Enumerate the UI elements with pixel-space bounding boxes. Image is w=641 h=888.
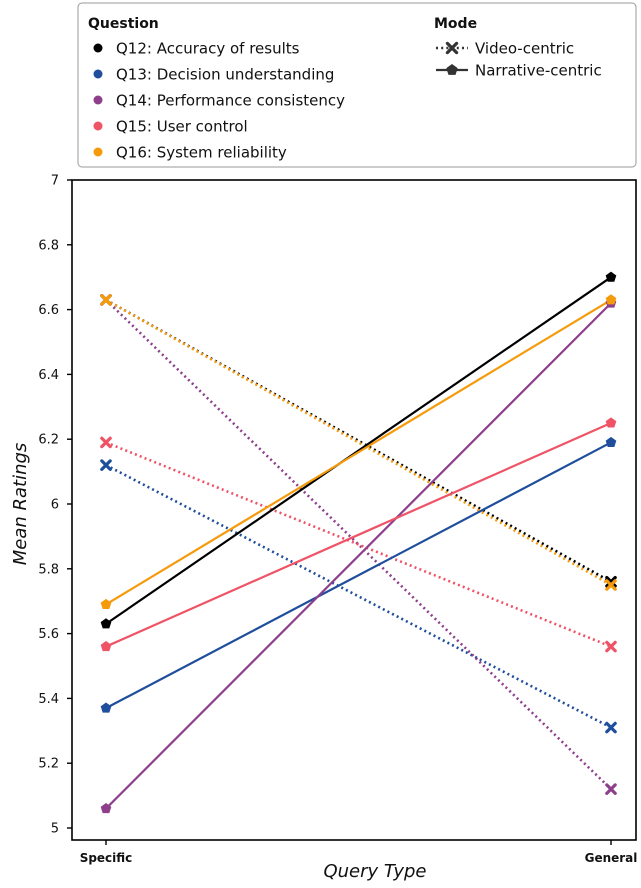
- y-tick-label: 6.4: [38, 368, 59, 383]
- y-tick-label: 6.6: [38, 303, 59, 318]
- y-tick-label: 6.2: [38, 433, 59, 448]
- x-tick-label: General: [585, 851, 638, 865]
- point-q15-narrative: [605, 417, 617, 428]
- point-q13-narrative: [605, 436, 617, 447]
- y-axis-title: Mean Ratings: [10, 443, 31, 566]
- series-line-q16-narrative: [105, 298, 612, 606]
- series-line-q13-narrative: [105, 441, 612, 710]
- legend-swatch-q15: [93, 121, 103, 131]
- point-q16-narrative: [605, 294, 617, 305]
- series-line-q15-video: [105, 441, 612, 648]
- legend: Question Mode Q12: Accuracy of resultsQ1…: [77, 2, 637, 168]
- legend-swatch-q14: [93, 95, 103, 105]
- legend-mode-marker-narrative: [446, 64, 458, 75]
- point-q13-narrative: [100, 702, 112, 713]
- plot-frame: [71, 179, 637, 841]
- point-q15-video: [605, 640, 617, 653]
- point-q13-video: [100, 459, 112, 471]
- y-tick-label: 6: [51, 498, 59, 513]
- legend-swatch-q16: [93, 147, 103, 157]
- point-q12-narrative: [100, 618, 112, 629]
- series-line-q12-narrative: [105, 276, 612, 625]
- legend-mode-entries: Video-centric Narrative-centric: [436, 40, 602, 80]
- point-q14-video: [605, 783, 617, 795]
- series-line-q14-narrative: [105, 302, 612, 810]
- point-q16-video: [100, 294, 112, 306]
- legend-label-q16: Q16: System reliability: [116, 144, 287, 162]
- legend-mode-marker-video: [445, 41, 459, 55]
- series-line-q12-video: [105, 298, 612, 583]
- y-tick-label: 5.4: [38, 692, 59, 707]
- x-axis-title: Query Type: [323, 861, 426, 882]
- point-q16-narrative: [100, 598, 112, 609]
- y-tick-label: 5.8: [38, 562, 59, 577]
- y-tick-label: 5.6: [38, 627, 59, 642]
- legend-mode-heading: Mode: [434, 16, 477, 32]
- point-q14-narrative: [100, 802, 112, 814]
- legend-mode-label-narrative: Narrative-centric: [475, 62, 602, 80]
- legend-swatch-q12: [93, 43, 103, 53]
- y-tick-label: 5.2: [38, 757, 59, 772]
- point-q15-video: [100, 436, 112, 449]
- x-tick-label: Specific: [80, 851, 133, 865]
- point-q16-video: [605, 579, 617, 591]
- series-line-q15-narrative: [105, 421, 612, 648]
- legend-mode-label-video: Video-centric: [475, 40, 574, 58]
- plot-layer: 5 5.2 5.4 5.6 5.8 6 6.2 6.4 6.6 6.8 7 Specific Gener…: [38, 174, 637, 866]
- y-tick-label: 5: [51, 822, 59, 837]
- legend-question-heading: Question: [88, 16, 159, 32]
- legend-swatch-q13: [93, 69, 103, 79]
- point-q12-narrative: [605, 271, 617, 282]
- legend-label-q15: Q15: User control: [116, 118, 248, 136]
- legend-question-entries: Q12: Accuracy of results Q13: Decision un…: [93, 40, 345, 162]
- legend-label-q12: Q12: Accuracy of results: [116, 40, 300, 58]
- legend-label-q14: Q14: Performance consistency: [116, 92, 345, 110]
- series-line-q16-video: [105, 298, 612, 587]
- point-q15-narrative: [100, 640, 112, 652]
- series-line-q13-video: [105, 463, 612, 729]
- point-q12-video: [605, 575, 617, 588]
- legend-label-q13: Q13: Decision understanding: [116, 66, 334, 84]
- legend-frame: [77, 2, 637, 168]
- point-q13-video: [605, 721, 617, 734]
- y-tick-label: 6.8: [38, 238, 59, 253]
- y-tick-label: 7: [51, 174, 59, 189]
